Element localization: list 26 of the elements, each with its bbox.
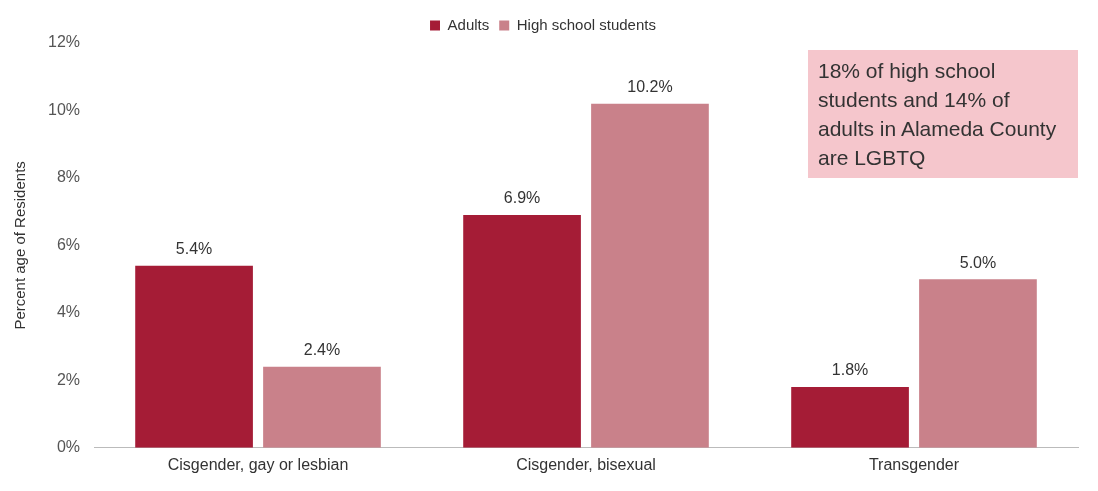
y-axis-title: Percent age of Residents [11,161,29,330]
y-tick-label: 0% [56,438,81,456]
data-label: 5.4% [175,240,213,258]
data-label: 5.0% [959,253,997,271]
data-label: 6.9% [503,189,541,207]
y-tick-label: 6% [56,235,81,253]
x-tick-label: Cisgender, gay or lesbian [167,455,349,473]
y-tick-label: 2% [56,370,81,388]
legend-label: High school students [516,15,656,33]
data-label: 10.2% [627,78,673,96]
y-tick-label: 4% [56,303,81,321]
annotation: 18% of high school students and 14% of adults in Alameda County are LGBTQ [808,50,1078,178]
data-label: 2.4% [303,341,341,359]
bar [791,387,909,448]
legend-label: Adults [447,15,490,33]
bar [135,265,253,448]
y-tick-label: 12% [47,33,81,51]
y-tick-label: 8% [56,168,81,186]
bar [263,366,381,448]
bar [919,279,1037,448]
y-tick-label: 10% [47,100,81,118]
bar [463,215,581,448]
x-tick-label: Cisgender, bisexual [516,455,656,473]
x-tick-label: Transgender [868,455,960,473]
bar [591,103,709,448]
data-label: 1.8% [831,361,869,379]
